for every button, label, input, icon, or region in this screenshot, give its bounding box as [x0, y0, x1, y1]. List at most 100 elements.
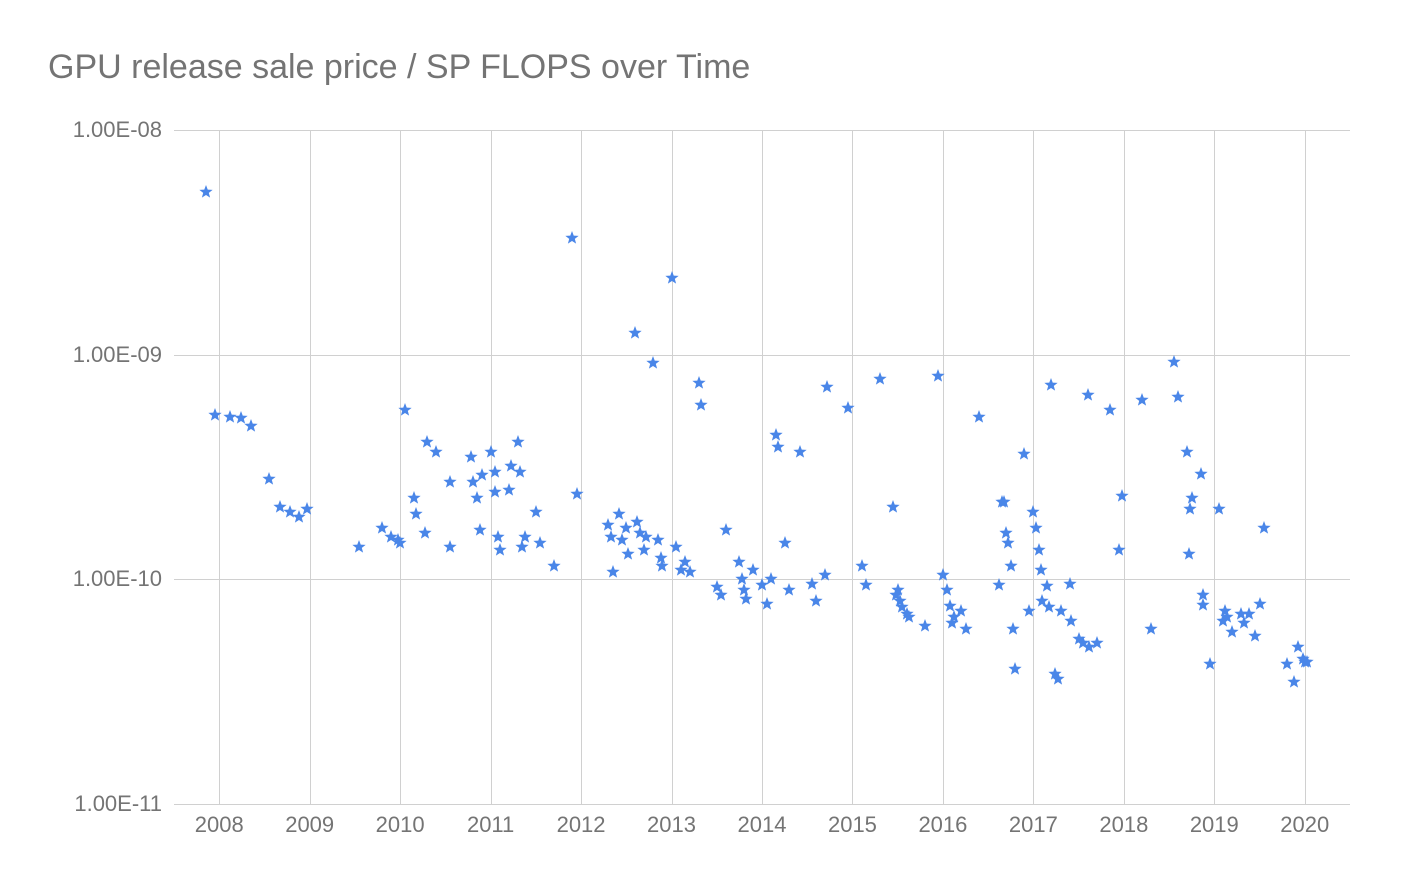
x-tick-label: 2009 — [285, 812, 334, 838]
data-point — [407, 491, 421, 505]
data-point — [945, 616, 959, 630]
data-point — [601, 518, 615, 532]
data-point — [1216, 614, 1230, 628]
data-point — [292, 510, 306, 524]
data-point — [518, 530, 532, 544]
y-tick-label: 1.00E-11 — [74, 791, 162, 817]
data-point — [655, 559, 669, 573]
data-point — [1237, 616, 1251, 630]
data-point — [199, 185, 213, 199]
data-point — [1029, 521, 1043, 535]
x-tick-label: 2020 — [1280, 812, 1329, 838]
data-point — [1044, 378, 1058, 392]
grid-line-vertical — [491, 130, 492, 804]
grid-line-vertical — [310, 130, 311, 804]
data-point — [1225, 625, 1239, 639]
data-point — [1280, 657, 1294, 671]
data-point — [1171, 390, 1185, 404]
data-point — [1220, 610, 1234, 624]
data-point — [612, 507, 626, 521]
data-point — [409, 507, 423, 521]
data-point — [1115, 489, 1129, 503]
data-point — [391, 533, 405, 547]
data-point — [515, 540, 529, 554]
chart-title: GPU release sale price / SP FLOPS over T… — [48, 48, 750, 87]
data-point — [1004, 559, 1018, 573]
grid-line-vertical — [219, 130, 220, 804]
data-point — [654, 551, 668, 565]
data-point — [900, 607, 914, 621]
data-point — [473, 523, 487, 537]
data-point — [565, 231, 579, 245]
data-point — [739, 592, 753, 606]
data-point — [491, 530, 505, 544]
data-point — [999, 526, 1013, 540]
data-point — [504, 459, 518, 473]
data-point — [1082, 640, 1096, 654]
data-point — [646, 356, 660, 370]
x-tick-label: 2011 — [467, 812, 514, 838]
data-point — [1135, 393, 1149, 407]
data-point — [633, 526, 647, 540]
data-point — [1072, 632, 1086, 646]
data-point — [746, 563, 760, 577]
data-point — [674, 563, 688, 577]
data-point — [1006, 622, 1020, 636]
x-tick-label: 2017 — [1009, 812, 1058, 838]
chart-container: GPU release sale price / SP FLOPS over T… — [0, 0, 1418, 876]
x-tick-label: 2018 — [1099, 812, 1148, 838]
data-point — [895, 600, 909, 614]
data-point — [619, 521, 633, 535]
x-tick-label: 2008 — [195, 812, 244, 838]
grid-line-vertical — [762, 130, 763, 804]
data-point — [714, 588, 728, 602]
data-point — [223, 410, 237, 424]
data-point — [1034, 563, 1048, 577]
data-point — [502, 483, 516, 497]
data-point — [1167, 355, 1181, 369]
data-point — [778, 536, 792, 550]
data-point — [855, 559, 869, 573]
data-point — [1234, 607, 1248, 621]
grid-line-horizontal — [174, 804, 1350, 805]
grid-line-vertical — [1214, 130, 1215, 804]
data-point — [692, 376, 706, 390]
data-point — [694, 398, 708, 412]
data-point — [1001, 536, 1015, 550]
data-point — [511, 435, 525, 449]
grid-line-vertical — [1124, 130, 1125, 804]
data-point — [1182, 547, 1196, 561]
data-point — [889, 588, 903, 602]
plot-area — [174, 130, 1350, 804]
data-point — [995, 495, 1009, 509]
data-point — [710, 580, 724, 594]
data-point — [902, 610, 916, 624]
data-point — [262, 472, 276, 486]
data-point — [683, 565, 697, 579]
data-point — [475, 468, 489, 482]
data-point — [891, 583, 905, 597]
data-point — [464, 450, 478, 464]
x-tick-label: 2010 — [376, 812, 425, 838]
data-point — [639, 530, 653, 544]
grid-line-vertical — [400, 130, 401, 804]
data-point — [375, 521, 389, 535]
y-tick-label: 1.00E-10 — [73, 566, 162, 592]
data-point — [1257, 521, 1271, 535]
data-point — [678, 555, 692, 569]
data-point — [1300, 655, 1314, 669]
grid-line-vertical — [672, 130, 673, 804]
x-tick-label: 2019 — [1190, 812, 1239, 838]
data-point — [1090, 636, 1104, 650]
grid-line-vertical — [1033, 130, 1034, 804]
data-point — [1035, 594, 1049, 608]
data-point — [943, 599, 957, 613]
x-tick-label: 2016 — [918, 812, 967, 838]
data-point — [606, 565, 620, 579]
data-point — [244, 419, 258, 433]
data-point — [1180, 445, 1194, 459]
data-point — [771, 440, 785, 454]
data-point — [513, 465, 527, 479]
data-point — [1103, 403, 1117, 417]
data-point — [283, 505, 297, 519]
